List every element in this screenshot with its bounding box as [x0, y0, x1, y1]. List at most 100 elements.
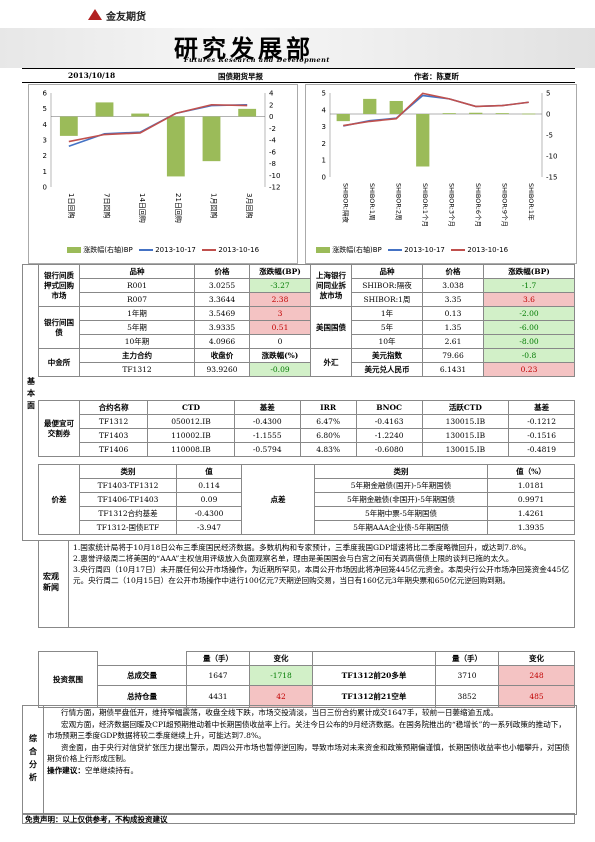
- macro-news-body: 1.国家统计局将于10月18日公布三季度国民经济数据。多数机构和专家预计，三季度…: [68, 540, 575, 628]
- right-tick-label: -5: [546, 132, 553, 140]
- right-tick-label: -2: [269, 125, 276, 133]
- table-cell: -1718: [249, 665, 313, 686]
- analysis-section: 综合分析 行情方面，期债早盘低开，维持窄幅震荡，收盘全线下跌，市场交投清淡，当日…: [22, 705, 577, 815]
- table-cell: -1.1555: [233, 428, 301, 443]
- table-cell: 42: [249, 685, 313, 708]
- category-label: SHIBOR:2周: [394, 183, 402, 221]
- table-cell: 1年期: [79, 306, 195, 321]
- repo-label: 银行间质押式回购市场: [38, 264, 80, 307]
- table-cell: -1.7: [483, 278, 575, 293]
- table-cell: 0.9971: [487, 492, 575, 507]
- col-header: 量（手）: [435, 651, 499, 666]
- bar: [522, 113, 536, 115]
- shibor-label: 上海银行间同业拆放市场: [310, 264, 352, 307]
- category-label: SHIBOR:隔夜: [341, 183, 350, 223]
- shibor-chart-legend: 涨跌幅(右轴)BP 2013-10-17 2013-10-16: [316, 245, 508, 255]
- analysis-paragraph: 宏观方面，经济数据回暖及CPI超预期推动着中长期国债收益率上行。关注今日公布的9…: [47, 719, 566, 741]
- col-header: 收盘价: [194, 348, 250, 363]
- table-cell: -0.1212: [508, 414, 575, 429]
- left-tick-label: 5: [322, 90, 326, 98]
- table-cell: SHIBOR:隔夜: [351, 278, 423, 293]
- table-cell: 2.38: [249, 292, 311, 307]
- category-label: 3月回购: [245, 193, 254, 218]
- repo-chart: 6 5 4 3 2 1 0 4 2 0 -2 -4 -6 -8 -10 -12 1日回购 7日回购 14日回购 21日…: [28, 84, 298, 264]
- right-tick-label: 5: [546, 90, 550, 98]
- right-tick-label: -15: [546, 174, 557, 182]
- table-cell: 1.0181: [487, 478, 575, 493]
- category-label: 7日回购: [103, 193, 112, 218]
- analysis-paragraph: 资金面，由于央行对信贷扩张压力提出警示，周四公开市场也暂停逆回购，导致市场对未来…: [47, 742, 570, 764]
- col-header: 值: [176, 464, 242, 479]
- legend-bar-swatch: [316, 247, 330, 253]
- col-header: 活跃CTD: [421, 400, 510, 415]
- table-cell: 3.35: [422, 292, 484, 307]
- table-cell: 5年期金融债(非国开)-5年期国债: [314, 492, 488, 507]
- table-cell: 130015.IB: [421, 442, 510, 457]
- left-tick-label: 2: [322, 140, 326, 148]
- blank-cell: [312, 651, 436, 666]
- series-line: [68, 103, 248, 143]
- table-cell: 248: [498, 665, 575, 686]
- table-cell: 3: [249, 306, 311, 321]
- table-cell: 6.80%: [299, 428, 357, 443]
- advice-text: 空单继续持有。: [84, 765, 139, 775]
- report-date: 2013/10/18: [68, 71, 116, 80]
- table-cell: -0.5794: [233, 442, 301, 457]
- legend-bar-swatch: [67, 247, 81, 253]
- series-line: [343, 92, 529, 127]
- left-tick-label: 5: [43, 105, 47, 113]
- col-header: 涨跌幅(%): [249, 348, 311, 363]
- category-label: SHIBOR:3个月: [447, 183, 455, 227]
- left-tick-label: 1: [322, 157, 326, 165]
- table-cell: 5年期金融债(国开)-5年期国债: [314, 478, 488, 493]
- legend-line2-label: 2013-10-16: [467, 246, 509, 254]
- table-cell: 美元指数: [351, 348, 423, 363]
- table-cell: 5年期中票-5年期国债: [314, 506, 488, 521]
- department-subtitle: Futures Research and Development: [184, 56, 330, 64]
- bar: [469, 112, 483, 114]
- report-info-bar: 2013/10/18 国债期货早报 作者：陈夏昕: [22, 68, 575, 83]
- left-tick-label: 0: [322, 174, 326, 182]
- cffex-label: 中金所: [38, 348, 80, 377]
- table-cell: 1.4261: [487, 506, 575, 521]
- bar: [238, 108, 257, 117]
- repo-chart-legend: 涨跌幅(右轴)BP 2013-10-17 2013-10-16: [67, 245, 259, 255]
- table-cell: -0.4300: [176, 506, 242, 521]
- table-cell: 总成交量: [97, 665, 187, 686]
- ctd-table: 最便宜可交割券 合约名称 CTD 基差 IRR BNOC 活跃CTD 基差 TF…: [38, 400, 575, 457]
- category-label: SHIBOR:1周: [368, 183, 376, 221]
- bar: [59, 116, 78, 136]
- report-author: 作者：陈夏昕: [414, 72, 459, 81]
- legend-line1-swatch: [138, 249, 153, 251]
- table-cell: -0.4300: [233, 414, 301, 429]
- table-cell: TF1403: [78, 428, 149, 443]
- col-header: 品种: [79, 264, 195, 279]
- macro-news-label: 宏观新闻: [43, 571, 59, 592]
- table-cell: 93.9260: [194, 362, 250, 377]
- news-item: 1.国家统计局将于10月18日公布三季度国民经济数据。多数机构和专家预计，三季度…: [73, 543, 531, 552]
- company-logo: 金友期货: [88, 8, 208, 23]
- report-name: 国债期货早报: [218, 72, 263, 81]
- table-cell: 1647: [186, 665, 250, 686]
- table-cell: 2.61: [422, 334, 484, 349]
- table-cell: R007: [79, 292, 195, 307]
- col-header: 涨跌幅(BP): [249, 264, 311, 279]
- table-cell: R001: [79, 278, 195, 293]
- right-tick-label: 0: [546, 111, 550, 119]
- table-cell: -0.09: [249, 362, 311, 377]
- table-cell: 0.09: [176, 492, 242, 507]
- col-header: 主力合约: [79, 348, 195, 363]
- col-header: 价格: [422, 264, 484, 279]
- analysis-label: 综合分析: [29, 733, 37, 782]
- table-cell: -3.947: [176, 520, 242, 535]
- table-cell: 1年: [351, 306, 423, 321]
- table-cell: -6.00: [483, 320, 575, 335]
- table-cell: TF1403-TF1312: [79, 478, 177, 493]
- bar: [336, 114, 350, 122]
- legend-bar-label: 涨跌幅(右轴)BP: [83, 246, 133, 254]
- company-name: 金友期货: [106, 12, 146, 23]
- table-cell: 3.5469: [194, 306, 250, 321]
- bar: [131, 113, 150, 117]
- table-cell: 050012.IB: [147, 414, 235, 429]
- department-title: 研究发展部: [174, 34, 314, 63]
